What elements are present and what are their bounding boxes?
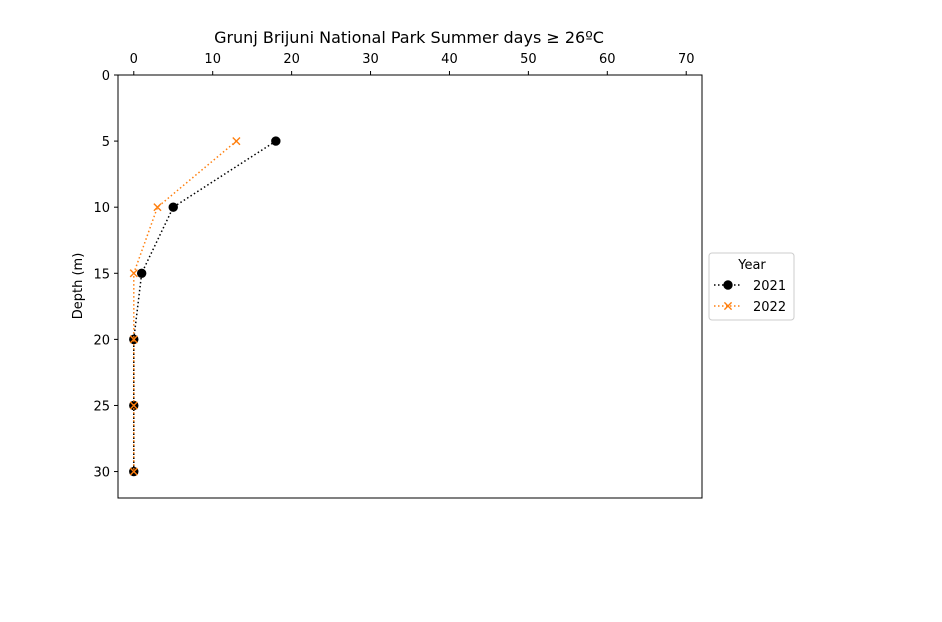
legend-title: Year xyxy=(737,258,766,273)
data-point-2022 xyxy=(129,467,138,476)
data-point-2021 xyxy=(136,268,147,278)
plot-area-frame xyxy=(117,74,703,499)
x-tick-label: 30 xyxy=(362,52,379,67)
legend-label: 2022 xyxy=(753,300,786,315)
x-tick-label: 70 xyxy=(678,52,695,67)
x-tick-label: 10 xyxy=(204,52,221,67)
y-tick-label: 25 xyxy=(93,399,110,414)
x-axis-ticks: 0 10 20 30 40 50 60 70 xyxy=(130,52,695,75)
series-line-2021 xyxy=(133,140,277,472)
y-tick-label: 15 xyxy=(93,267,110,282)
x-tick-label: 0 xyxy=(130,52,138,67)
legend-marker xyxy=(723,280,733,290)
legend-entry-2022: 2022 xyxy=(714,300,786,315)
y-tick-label: 5 xyxy=(102,135,110,150)
data-point-2021 xyxy=(271,136,281,146)
y-axis-ticks: 0 5 10 15 20 25 30 xyxy=(93,69,118,481)
plot-series xyxy=(129,136,281,477)
legend-entries: 2021 2022 xyxy=(714,279,786,315)
legend-entry-2021: 2021 xyxy=(714,279,786,294)
data-point-2021 xyxy=(168,202,178,212)
data-point-2022 xyxy=(153,203,162,212)
x-tick-label: 60 xyxy=(599,52,616,67)
legend: Year 2021 2022 xyxy=(708,252,795,321)
legend-marker xyxy=(723,301,733,311)
x-tick-label: 40 xyxy=(441,52,458,67)
legend-label: 2021 xyxy=(753,279,786,294)
data-point-2022 xyxy=(129,401,138,410)
y-tick-label: 0 xyxy=(102,69,110,84)
y-axis-label: Depth (m) xyxy=(71,253,86,320)
series-line-2022 xyxy=(133,140,237,472)
data-point-2022 xyxy=(232,136,241,146)
data-point-2022 xyxy=(129,335,138,344)
chart-title: Grunj Brijuni National Park Summer days … xyxy=(214,28,604,47)
x-tick-label: 50 xyxy=(520,52,537,67)
y-tick-label: 20 xyxy=(93,333,110,348)
y-tick-label: 30 xyxy=(93,466,110,481)
y-tick-label: 10 xyxy=(93,201,110,216)
data-point-2022 xyxy=(129,269,138,278)
series-2022 xyxy=(129,136,241,476)
series-2021 xyxy=(129,136,281,477)
x-tick-label: 20 xyxy=(283,52,300,67)
